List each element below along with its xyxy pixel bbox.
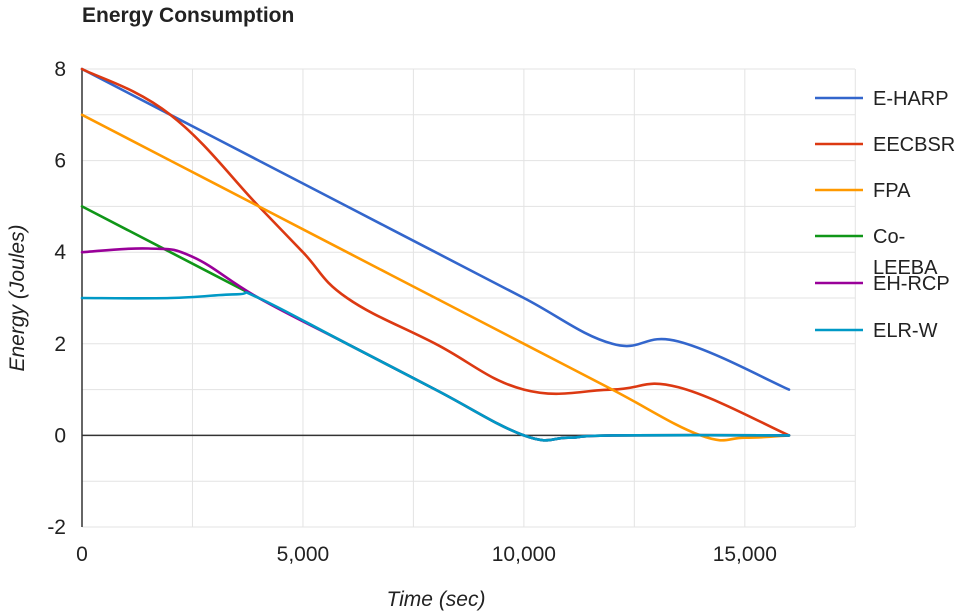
series-line-co-leeba [80, 205, 791, 442]
legend-label: E-HARP [873, 88, 949, 110]
x-tick-label: 5,000 [277, 543, 330, 566]
y-tick-label: 4 [54, 241, 66, 264]
x-tick-label: 15,000 [713, 543, 777, 566]
series-line-eecbsr [80, 67, 791, 437]
x-tick-label: 10,000 [492, 543, 556, 566]
chart-title: Energy Consumption [82, 4, 295, 27]
y-tick-labels: -2 0 2 4 6 8 [47, 58, 66, 539]
y-tick-label: -2 [47, 516, 66, 539]
legend-label: EECBSR [873, 134, 955, 156]
x-tick-label: 0 [76, 543, 88, 566]
legend-label: ELR-W [873, 320, 938, 342]
series-line-fpa [80, 113, 791, 442]
y-tick-label: 6 [54, 150, 66, 173]
y-tick-label: 0 [54, 424, 66, 447]
x-tick-labels: 0 5,000 10,000 15,000 [76, 543, 777, 566]
x-axis-title: Time (sec) [387, 588, 486, 611]
series-line-e-harp [80, 67, 791, 391]
y-axis-title: Energy (Joules) [6, 224, 29, 371]
legend-label: LEEBA [873, 257, 938, 279]
legend-label: FPA [873, 180, 911, 202]
legend-label: EH-RCP [873, 273, 950, 295]
series-line-elr-w [80, 291, 791, 442]
series-lines [80, 67, 791, 442]
y-tick-label: 8 [54, 58, 66, 81]
y-tick-label: 2 [54, 333, 66, 356]
legend-label: Co- [873, 226, 905, 248]
